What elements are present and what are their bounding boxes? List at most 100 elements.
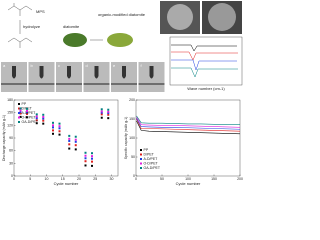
point [68,134,71,137]
panel-label: d [86,63,88,68]
panel-label: f [141,63,143,68]
label: MPS [36,9,45,14]
x-tick-label: 50 [160,177,164,181]
legend-label: A-D/PET [144,157,159,161]
y-tick-label: 150 [7,111,13,115]
point [84,160,87,163]
charts: 0 5 10 15 20 25 30 0 30 60 90 120 150 180 Cycle number… [2,98,243,186]
droplet [12,66,16,79]
sem-particle [208,3,236,31]
x-tick-label: 25 [93,177,97,181]
x-axis-label: Cycle number [54,181,79,186]
line [136,118,241,132]
x-tick-label: 200 [237,177,243,181]
schematic: MPS hydrolyze diatomite organic-modified… [7,3,146,48]
point [52,126,54,129]
y-tick-label: 180 [7,98,13,102]
line [136,120,241,135]
y-tick-label: 100 [129,136,135,140]
y-tick-label: 200 [129,98,135,102]
point [107,110,110,113]
y-axis-label: Discharge capacity (mAh g-1) [2,115,6,161]
disc [107,33,133,47]
legend-label: PP [144,148,149,152]
spectrum [171,44,237,52]
droplet [94,66,99,79]
point [84,154,87,157]
point [68,137,71,140]
legend-swatch [140,167,142,169]
y-tick-label: 30 [9,161,13,165]
point [35,119,38,122]
legend-label: OA-D/PET [144,166,161,170]
point [74,138,77,141]
panel-label: a [3,63,6,68]
point [19,115,22,118]
point [91,164,93,167]
point [26,107,28,110]
panel-label: b [31,63,34,68]
point [91,160,93,163]
point [19,112,22,115]
legend-label: D/PET [144,152,155,156]
point [26,112,28,115]
point [42,115,45,118]
legend-swatch [18,121,20,123]
label: hydrolyze [23,24,41,29]
point [100,108,103,111]
legend-swatch [140,149,142,151]
y-axis-label: Specific capacity (mAh g-1) [124,117,128,160]
legend-swatch [18,116,20,119]
ftir-panel: Wave number (cm-1) [169,36,243,91]
droplet [149,66,154,79]
point [107,108,110,111]
point [35,113,38,116]
spectrum [171,51,238,61]
line [136,115,240,125]
point [84,164,87,167]
x-tick-label: 150 [211,177,217,181]
x-tick-label: 30 [110,177,114,181]
x-tick-label: 0 [13,177,15,181]
point [26,109,28,112]
contact-angle-row: a b c d e f [1,62,165,92]
disc [63,33,87,47]
y-tick-label: 120 [7,123,13,127]
legend-swatch [18,107,20,110]
point [74,148,77,151]
line [136,118,241,130]
point [68,139,71,142]
y-tick-label: 60 [9,149,13,153]
point [58,125,61,128]
axis-label: Wave number (cm-1) [187,86,225,91]
point [58,133,61,136]
point [84,151,87,154]
droplet [39,66,44,79]
y-tick-label: 90 [9,136,13,140]
legend-label: PP [22,102,27,106]
spectrum [171,59,237,71]
point [74,144,77,147]
point [107,112,110,115]
x-tick-label: 5 [29,177,31,181]
y-tick-label: 0 [11,174,13,178]
x-axis-label: Cycle number [176,181,201,186]
panel-label: e [113,63,116,68]
point [74,135,77,138]
x-tick-label: 15 [61,177,65,181]
molecule [7,3,33,16]
point [42,117,45,120]
point [107,117,110,120]
droplet [122,66,126,79]
legend-label: A-D/PET [22,111,37,115]
point [19,109,22,112]
point [91,155,93,158]
point [26,111,28,114]
y-tick-label: 0 [133,174,135,178]
x-tick-label: 10 [45,177,49,181]
legend-swatch [18,103,20,105]
figure: MPS hydrolyze diatomite organic-modified… [1,1,243,186]
spectrum [171,67,238,78]
point [52,121,54,124]
point [58,122,61,125]
